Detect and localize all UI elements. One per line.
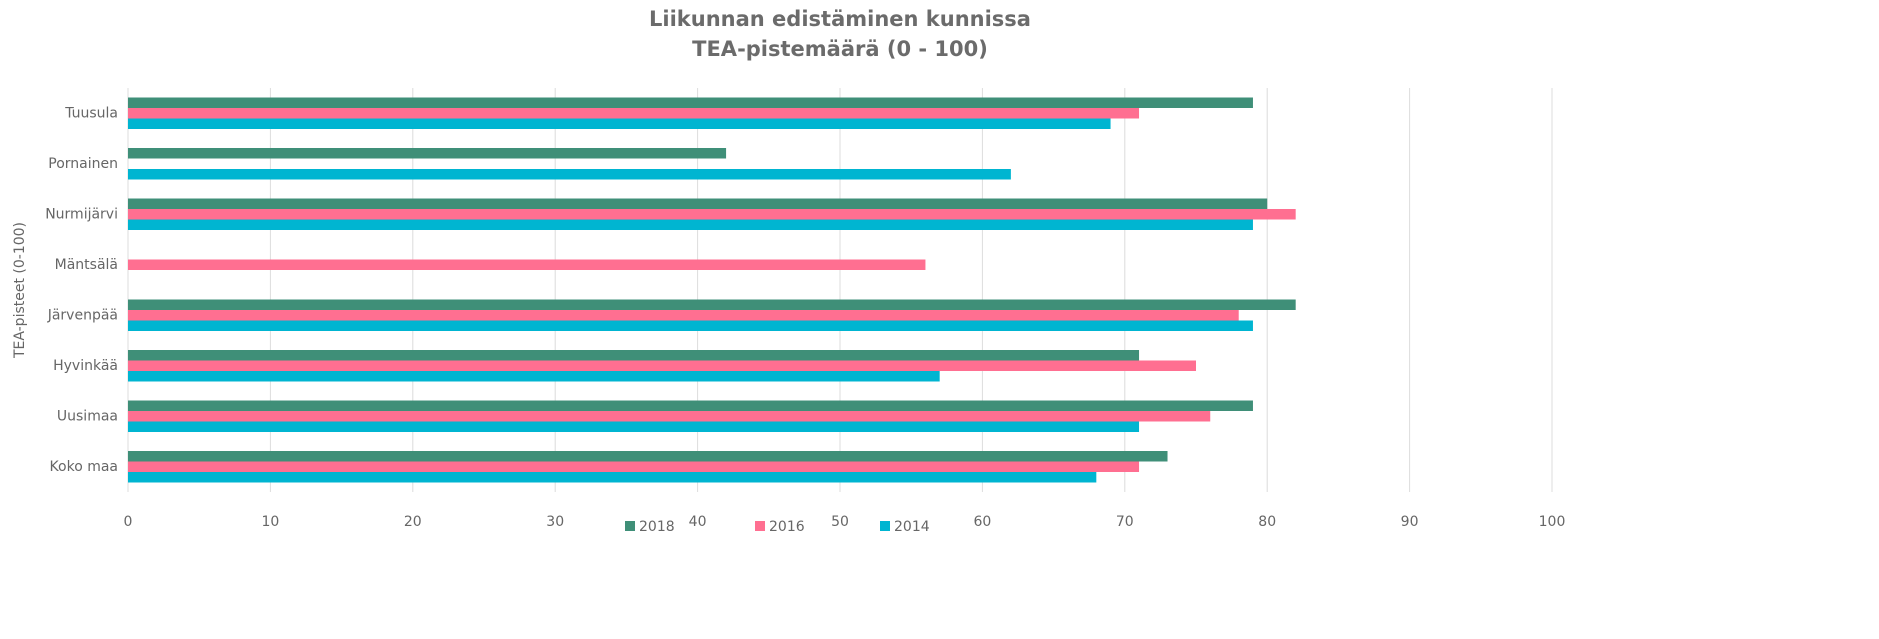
bar [128,461,1140,472]
x-tick-label: 10 [261,514,279,530]
x-tick-label: 50 [831,514,849,530]
bar [128,320,1253,331]
bar [128,451,1168,462]
bar [128,169,1011,180]
x-tick-label: 100 [1539,514,1566,530]
bar [128,198,1268,209]
bar [128,259,926,270]
bar [128,411,1211,422]
bar [128,400,1253,411]
x-tick-label: 90 [1401,514,1419,530]
x-tick-label: 80 [1258,514,1276,530]
legend-swatch [880,521,890,531]
legend-label: 2018 [639,519,675,535]
bar [128,371,940,382]
x-tick-label: 60 [973,514,991,530]
bar [128,350,1140,361]
bar [128,310,1239,321]
bar [128,97,1253,108]
y-tick-label: Hyvinkää [53,358,118,374]
x-tick-label: 40 [689,514,707,530]
bar [128,472,1097,483]
y-tick-label: Tuusula [64,105,118,121]
bar [128,209,1296,220]
legend-label: 2016 [769,519,805,535]
y-tick-label: Mäntsälä [55,257,118,273]
x-tick-label: 30 [546,514,564,530]
y-tick-label: Uusimaa [57,408,118,424]
y-tick-label: Pornainen [48,156,118,172]
chart-subtitle: TEA-pistemäärä (0 - 100) [692,37,988,61]
bar [128,108,1140,119]
y-tick-label: Koko maa [50,459,118,475]
bar [128,299,1296,310]
bar [128,421,1140,432]
x-tick-label: 0 [124,514,133,530]
chart-title: Liikunnan edistäminen kunnissa [649,7,1031,31]
x-tick-label: 70 [1116,514,1134,530]
legend-swatch [625,521,635,531]
x-tick-label: 20 [404,514,422,530]
bar [128,360,1196,371]
legend-swatch [755,521,765,531]
bar [128,148,727,159]
y-tick-label: Nurmijärvi [45,206,118,222]
bar [128,219,1253,230]
y-axis-label: TEA-pisteet (0-100) [12,222,28,359]
legend-label: 2014 [894,519,930,535]
y-tick-label: Järvenpää [47,307,118,323]
bar [128,118,1111,129]
